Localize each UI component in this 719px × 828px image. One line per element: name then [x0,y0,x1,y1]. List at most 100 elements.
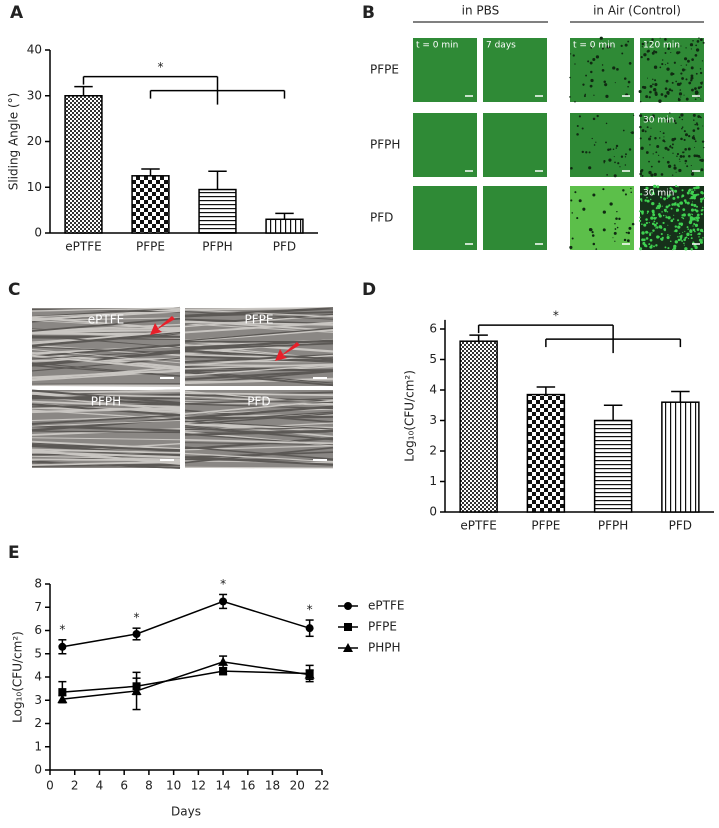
speckle [600,37,603,40]
speckle [696,194,698,196]
speckle [655,51,657,53]
speckle [641,169,643,171]
speckle [679,116,681,118]
speckle [691,165,692,166]
speckle [656,222,658,224]
annotation: * [134,611,140,625]
speckle [700,241,703,244]
speckle [617,227,619,229]
speckle [654,79,656,81]
speckle [652,83,654,85]
speckle [696,73,698,75]
fiber [185,467,333,468]
speckle [661,211,662,212]
x-axis-label: Days [171,805,201,819]
speckle [572,237,574,239]
speckle [682,232,683,233]
speckle [695,45,697,47]
speckle [689,198,690,199]
speckle [680,45,681,46]
speckle [602,188,604,190]
speckle [662,59,663,60]
speckle [616,147,618,149]
speckle [626,232,627,233]
speckle [661,63,663,65]
speckle [672,174,673,175]
speckle [666,68,669,71]
speckle [685,78,687,80]
speckle [675,240,678,243]
speckle [669,88,672,91]
speckle [676,203,679,206]
speckle [689,221,692,224]
speckle [574,191,576,193]
speckle [639,210,641,212]
image-label: t = 0 min [573,41,615,51]
image-label: 120 min [643,41,680,51]
speckle [684,247,687,250]
speckle [654,137,656,139]
speckle [697,217,700,220]
speckle [686,64,687,65]
speckle [673,218,675,220]
speckle [614,162,616,164]
speckle [602,69,605,72]
speckle [675,225,677,227]
speckle [665,216,667,218]
speckle [649,91,652,94]
speckle [661,233,663,235]
speckle [595,142,596,143]
speckle [692,201,693,202]
speckle [698,194,700,196]
speckle [691,189,692,190]
speckle [684,130,686,132]
speckle [628,227,631,230]
speckle [670,235,671,236]
annotation: * [220,577,226,591]
bar [65,96,102,233]
speckle [670,52,671,53]
speckle [585,75,587,77]
speckle [632,223,635,226]
speckle [688,155,691,158]
speckle [647,58,650,61]
speckle [664,95,667,98]
speckle [650,199,651,200]
speckle [627,232,630,235]
y-tick-label: 20 [27,134,42,148]
speckle [665,246,667,248]
speckle [679,161,680,162]
speckle [573,54,575,56]
speckle [674,62,676,64]
speckle [596,55,599,58]
speckle [660,131,661,132]
speckle [647,211,649,213]
speckle [691,203,694,206]
speckle [678,228,679,229]
image-label: ePTFE [88,313,124,327]
speckle [687,202,690,205]
speckle [690,248,692,250]
speckle [681,128,683,130]
speckle [696,206,698,208]
row-label: PFPH [370,138,400,152]
speckle [697,186,700,189]
x-tick-label: PFPH [598,519,628,533]
y-tick-label: 2 [34,716,42,730]
speckle [652,213,655,216]
speckle [676,210,677,211]
speckle [697,228,700,231]
speckle [693,119,695,121]
speckle [603,160,605,162]
speckle [589,151,591,153]
speckle [693,129,696,132]
speckle [570,199,572,201]
speckle [698,37,699,38]
speckle [588,166,591,169]
speckle [658,203,660,205]
annotation: * [158,60,164,74]
speckle [624,77,627,80]
speckle [702,231,704,233]
speckle [667,148,670,151]
speckle [667,161,670,164]
